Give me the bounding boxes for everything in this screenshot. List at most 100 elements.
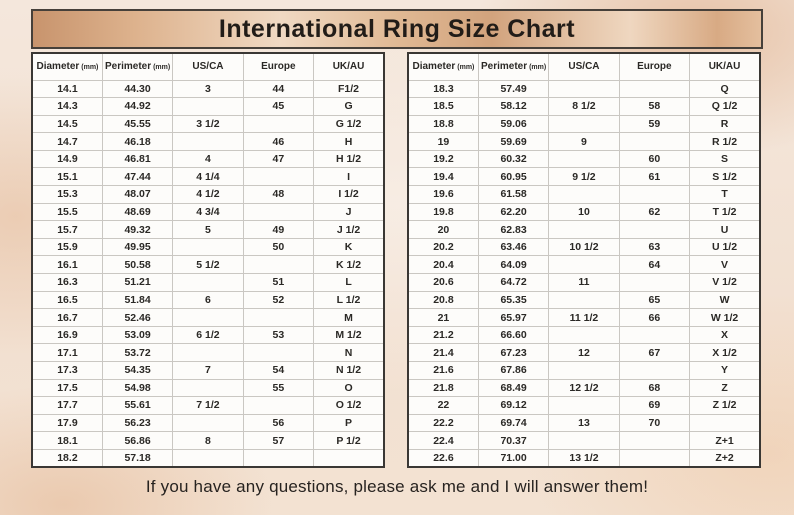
table-cell: 44.30 [101, 79, 174, 99]
table-cell: Q [689, 79, 761, 99]
table-cell: 53.09 [101, 325, 174, 345]
table-cell: 46.18 [101, 132, 174, 151]
table-cell [172, 237, 244, 257]
table-cell: 16.7 [31, 308, 103, 327]
table-cell: 59.69 [477, 132, 550, 151]
table-cell: 56 [242, 413, 315, 433]
table-cell [618, 132, 691, 151]
table-row: 18.2 57.18 [31, 448, 385, 468]
table-cell: 60.32 [477, 149, 550, 169]
table-cell [172, 308, 244, 327]
table-cell: 22.6 [407, 448, 479, 468]
table-row: 17.5 54.98 55 O [31, 378, 385, 398]
table-cell: 15.1 [31, 167, 103, 187]
table-cell [242, 114, 315, 134]
table-row: 14.7 46.18 46 H [31, 132, 385, 151]
table-cell [242, 343, 315, 362]
table-cell: 18.8 [407, 114, 479, 134]
table-row: 22.6 71.00 13 1/2 Z+2 [407, 448, 761, 468]
table-cell [172, 343, 244, 362]
table-cell: 47.44 [101, 167, 174, 187]
table-cell [548, 79, 620, 99]
table-cell [618, 431, 691, 450]
table-cell: P [313, 413, 385, 433]
table-cell: 66.60 [477, 325, 550, 345]
table-cell: U 1/2 [689, 237, 761, 257]
table-cell: 53 [242, 325, 315, 345]
table-row: 14.1 44.30 3 44 F1/2 [31, 79, 385, 99]
table-cell: M 1/2 [313, 325, 385, 345]
table-cell: 69.74 [477, 413, 550, 433]
table-cell: 21.4 [407, 343, 479, 362]
table-cell: N 1/2 [313, 361, 385, 380]
table-cell [548, 220, 620, 239]
table-cell: 13 [548, 413, 620, 433]
table-cell: 18.3 [407, 79, 479, 99]
table-cell: H 1/2 [313, 149, 385, 169]
table-cell: 54 [242, 361, 315, 380]
table-cell: 17.5 [31, 378, 103, 398]
table-cell: 12 [548, 343, 620, 362]
table-cell: I 1/2 [313, 185, 385, 204]
table-cell: 15.7 [31, 220, 103, 239]
table-cell: 70.37 [477, 431, 550, 450]
table-row: 18.5 58.12 8 1/2 58 Q 1/2 [407, 97, 761, 116]
table-cell: 17.9 [31, 413, 103, 433]
table-cell: 48.07 [101, 185, 174, 204]
column-header-uk-au: UK/AU [689, 52, 761, 81]
table-cell [618, 220, 691, 239]
table-cell: 56.23 [101, 413, 174, 433]
table-cell [548, 290, 620, 310]
page-title: International Ring Size Chart [218, 14, 576, 43]
ring-size-table-right: Diameter (mm) Perimeter (mm) US/CA Europe UK… [407, 52, 761, 469]
column-header-us-ca: US/CA [548, 52, 620, 81]
table-cell: V 1/2 [689, 273, 761, 292]
table-cell: 20.4 [407, 255, 479, 275]
table-cell: 14.1 [31, 79, 103, 99]
table-cell: 62.20 [477, 202, 550, 222]
table-cell: 9 1/2 [548, 167, 620, 187]
table-cell: 3 [172, 79, 244, 99]
table-cell [548, 114, 620, 134]
table-cell: 68 [618, 378, 691, 398]
table-cell [548, 431, 620, 450]
table-cell: 22.2 [407, 413, 479, 433]
table-cell: 5 1/2 [172, 255, 244, 275]
header-row: Diameter (mm) Perimeter (mm) US/CA Europe UK… [407, 52, 761, 81]
table-cell: 46.81 [101, 149, 174, 169]
table-cell: L 1/2 [313, 290, 385, 310]
table-cell: 59.06 [477, 114, 550, 134]
table-cell: 8 1/2 [548, 97, 620, 116]
table-cell: 49.95 [101, 237, 174, 257]
table-cell: T [689, 185, 761, 204]
table-row: 22.4 70.37 Z+1 [407, 431, 761, 450]
table-cell: 17.1 [31, 343, 103, 362]
table-cell: 14.5 [31, 114, 103, 134]
table-cell: 63 [618, 237, 691, 257]
table-cell: 11 1/2 [548, 308, 620, 327]
table-cell: 62.83 [477, 220, 550, 239]
table-cell: 47 [242, 149, 315, 169]
table-cell: 7 1/2 [172, 396, 244, 415]
table-cell: 60 [618, 149, 691, 169]
table-row: 20.4 64.09 64 V [407, 255, 761, 275]
table-cell: 6 1/2 [172, 325, 244, 345]
column-header-perimeter: Perimeter (mm) [477, 52, 550, 81]
table-cell: 16.1 [31, 255, 103, 275]
table-cell: Z+2 [689, 448, 761, 468]
table-cell: 19.4 [407, 167, 479, 187]
table-cell: 58 [618, 97, 691, 116]
table-cell: 67.86 [477, 361, 550, 380]
table-row: 16.9 53.09 6 1/2 53 M 1/2 [31, 325, 385, 345]
table-cell: T 1/2 [689, 202, 761, 222]
table-cell: 63.46 [477, 237, 550, 257]
table-cell: 12 1/2 [548, 378, 620, 398]
table-cell: J 1/2 [313, 220, 385, 239]
table-cell [548, 149, 620, 169]
table-cell: 52 [242, 290, 315, 310]
table-cell: 7 [172, 361, 244, 380]
table-cell: 68.49 [477, 378, 550, 398]
table-row: 14.9 46.81 4 47 H 1/2 [31, 149, 385, 169]
title-bar: International Ring Size Chart [31, 9, 763, 49]
table-row: 22.2 69.74 13 70 [407, 413, 761, 433]
